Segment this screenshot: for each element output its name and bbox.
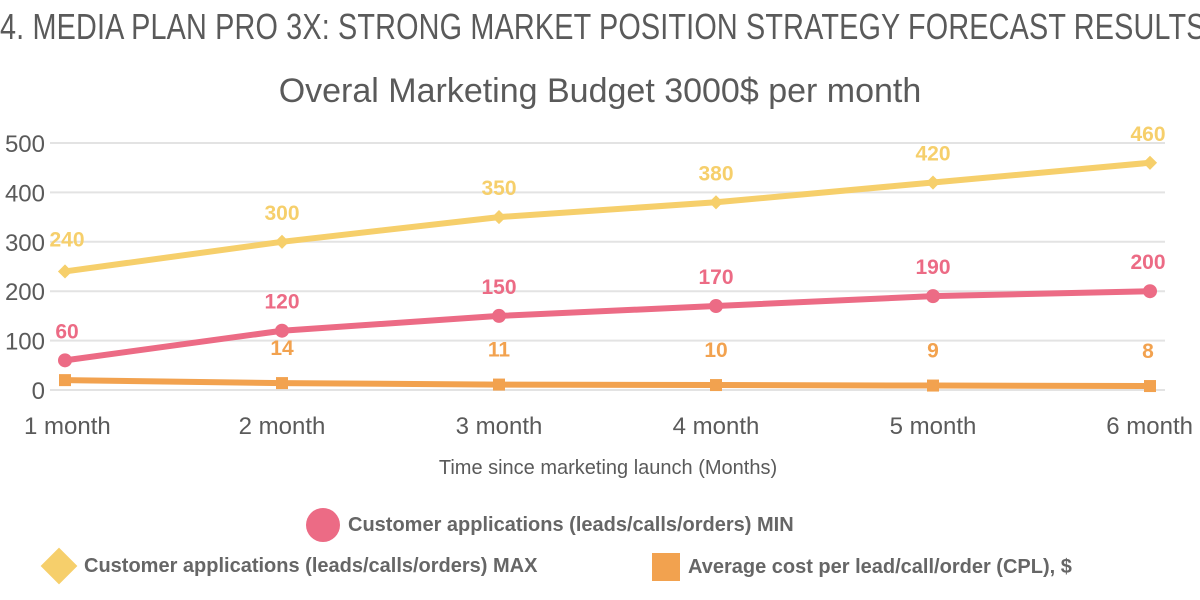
series-line-square <box>64 377 1151 390</box>
data-label: 8 <box>1142 340 1154 363</box>
legend-label: Average cost per lead/call/order (CPL), … <box>688 555 1072 578</box>
y-tick-label: 0 <box>32 378 45 405</box>
data-point <box>491 210 507 225</box>
data-point <box>1143 284 1157 299</box>
data-label: 10 <box>704 339 727 362</box>
x-tick-label: 3 month <box>456 413 543 440</box>
y-tick-label: 400 <box>5 180 45 207</box>
data-label: 120 <box>264 291 299 314</box>
data-point <box>275 323 289 338</box>
x-tick-label: 6 month <box>1106 413 1193 440</box>
legend-item-min[interactable]: Customer applications (leads/calls/order… <box>306 508 794 542</box>
data-point <box>57 264 73 279</box>
data-label: 300 <box>264 202 299 225</box>
data-point <box>1144 380 1156 393</box>
x-tick-label: 5 month <box>890 413 977 440</box>
square-marker-icon <box>652 553 680 581</box>
x-tick-label: 1 month <box>24 413 111 440</box>
data-label: 170 <box>698 266 733 289</box>
data-label: 420 <box>915 143 950 166</box>
data-point <box>492 308 506 323</box>
x-tick-label: 2 month <box>239 413 326 440</box>
data-label: 9 <box>927 340 939 363</box>
data-point <box>708 195 724 210</box>
x-axis-label: Time since marketing launch (Months) <box>439 457 777 479</box>
diamond-marker-icon <box>40 547 78 585</box>
data-label: 190 <box>915 256 950 279</box>
x-tick-label: 4 month <box>673 413 760 440</box>
data-point <box>59 374 71 387</box>
data-label: 14 <box>270 337 294 360</box>
data-label: 380 <box>698 162 733 185</box>
y-tick-label: 500 <box>5 131 45 158</box>
legend-label: Customer applications (leads/calls/order… <box>348 513 794 536</box>
data-label: 200 <box>1130 251 1165 274</box>
data-label: 11 <box>488 339 511 362</box>
data-point <box>926 289 940 304</box>
data-label: 460 <box>1130 123 1165 146</box>
data-point <box>709 299 723 314</box>
data-point <box>274 234 290 249</box>
data-point <box>710 379 722 392</box>
y-tick-label: 300 <box>5 230 45 257</box>
circle-marker-icon <box>306 508 340 542</box>
series-line-circle <box>64 288 1151 364</box>
page-title: 4. MEDIA PLAN PRO 3X: STRONG MARKET POSI… <box>0 6 1200 47</box>
legend-item-max[interactable]: Customer applications (leads/calls/order… <box>40 547 538 585</box>
data-point <box>1142 155 1158 170</box>
y-tick-label: 200 <box>5 279 45 306</box>
data-point <box>927 379 939 392</box>
chart-title: Overal Marketing Budget 3000$ per month <box>279 72 922 110</box>
data-point <box>276 377 288 390</box>
data-label: 240 <box>49 228 84 251</box>
legend-label: Customer applications (leads/calls/order… <box>84 554 538 577</box>
data-label: 350 <box>481 177 516 200</box>
data-point <box>925 175 941 190</box>
data-point <box>493 378 505 391</box>
y-tick-label: 100 <box>5 329 45 356</box>
data-label: 150 <box>481 276 516 299</box>
legend-item-cpl[interactable]: Average cost per lead/call/order (CPL), … <box>652 553 1072 581</box>
series-line-diamond <box>64 159 1151 275</box>
data-point <box>58 353 72 368</box>
data-label: 60 <box>55 320 78 343</box>
